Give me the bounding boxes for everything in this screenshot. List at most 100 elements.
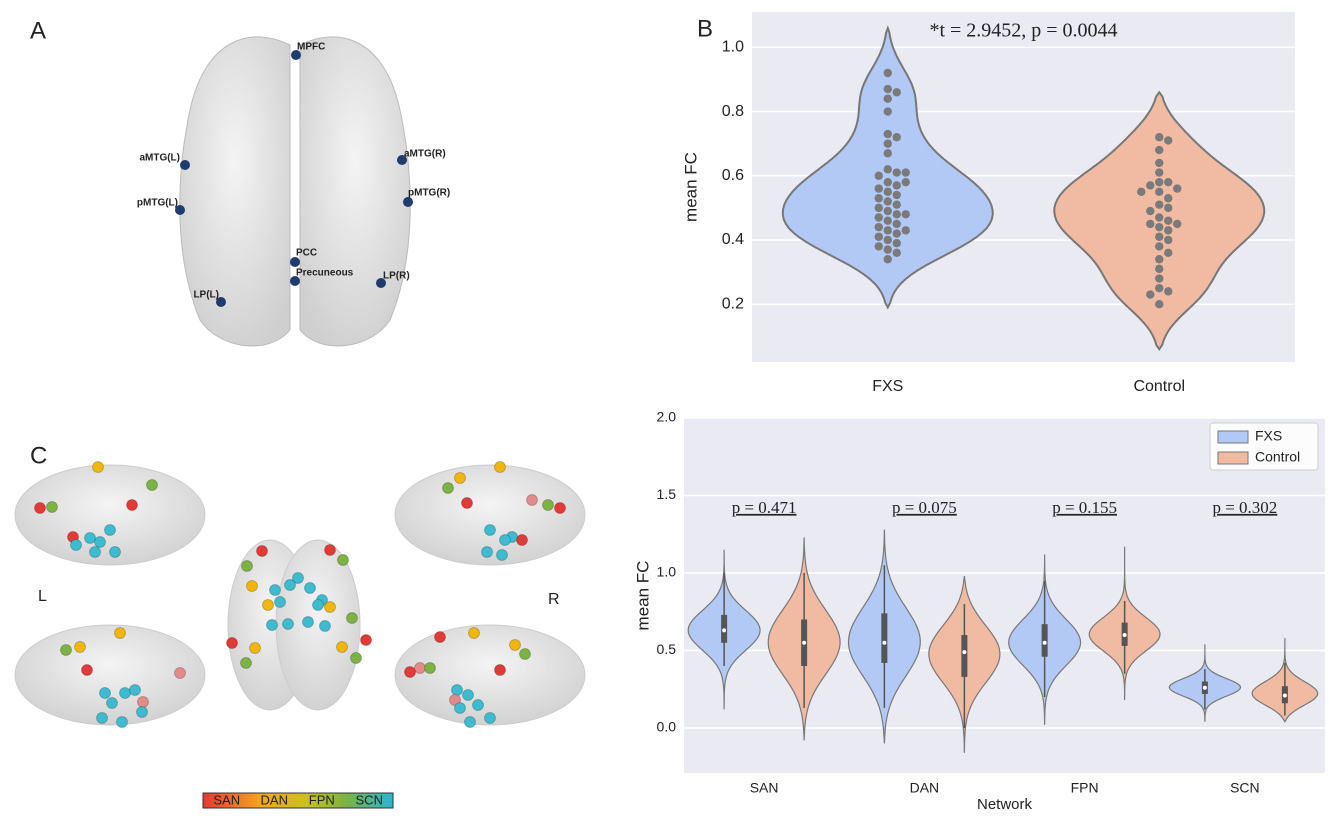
node <box>304 582 316 594</box>
node <box>96 712 108 724</box>
annotation: p = 0.471 <box>732 498 797 517</box>
point <box>1173 184 1182 193</box>
point <box>883 206 892 216</box>
node <box>442 482 454 494</box>
point <box>892 248 901 258</box>
point <box>874 213 883 222</box>
node <box>116 716 128 728</box>
node <box>499 534 511 546</box>
point <box>1155 255 1164 264</box>
plot-area <box>684 418 1325 773</box>
point <box>892 200 901 209</box>
node-label: Precuneous <box>296 268 354 279</box>
annotation: p = 0.302 <box>1212 498 1277 517</box>
annotation: p = 0.155 <box>1052 498 1117 517</box>
node <box>180 160 190 170</box>
node <box>509 639 521 651</box>
node <box>454 472 466 484</box>
x-tick-label: FPN <box>1071 780 1099 796</box>
point <box>874 242 883 251</box>
point <box>892 229 901 238</box>
node <box>449 694 461 706</box>
node <box>346 612 358 624</box>
point <box>1155 232 1164 241</box>
point <box>883 235 892 245</box>
point <box>883 187 892 197</box>
node <box>403 197 413 207</box>
node <box>290 276 300 286</box>
node <box>240 657 252 669</box>
x-axis-label: Network <box>977 796 1033 813</box>
y-tick-label: 1.0 <box>722 39 744 56</box>
point <box>1155 222 1164 232</box>
node <box>360 634 372 646</box>
point <box>1155 213 1164 222</box>
point <box>883 255 892 264</box>
node <box>249 642 261 654</box>
node <box>226 637 238 649</box>
node <box>337 554 349 566</box>
node <box>472 699 484 711</box>
point <box>892 190 901 200</box>
node <box>526 494 538 506</box>
point <box>1164 194 1173 203</box>
node-label: aMTG(R) <box>404 149 446 160</box>
node <box>494 664 506 676</box>
colorbar-label: DAN <box>261 792 288 807</box>
median <box>1282 693 1287 698</box>
node <box>129 684 141 696</box>
node <box>60 644 72 656</box>
y-tick-label: 0.6 <box>722 167 744 184</box>
node <box>291 50 301 60</box>
node <box>70 539 82 551</box>
colorbar <box>202 792 394 809</box>
node <box>137 696 149 708</box>
point <box>1146 290 1155 299</box>
point <box>901 168 910 177</box>
point <box>1155 145 1164 155</box>
side-label: L <box>38 588 47 605</box>
point <box>892 210 901 219</box>
point <box>1164 235 1173 245</box>
point <box>883 149 892 158</box>
point <box>883 107 892 116</box>
node <box>94 536 106 548</box>
node <box>312 599 324 611</box>
node <box>99 687 111 699</box>
point <box>883 177 892 187</box>
node <box>461 497 473 509</box>
brain-view <box>394 624 586 726</box>
annotation: p = 0.075 <box>892 498 957 517</box>
node <box>468 627 480 639</box>
node <box>126 499 138 511</box>
node <box>109 546 121 558</box>
colorbar-label: SCN <box>356 792 383 807</box>
box <box>961 635 968 677</box>
point <box>1155 133 1164 142</box>
node <box>290 257 300 267</box>
point <box>901 177 910 187</box>
point <box>1164 248 1173 258</box>
legend-label: Control <box>1255 449 1300 465</box>
legend-swatch <box>1217 430 1249 444</box>
median <box>1202 685 1207 690</box>
panel-label: C <box>30 442 47 469</box>
node <box>106 697 118 709</box>
legend-swatch <box>1217 451 1249 465</box>
point <box>1164 203 1173 213</box>
node-label: pMTG(R) <box>408 188 450 199</box>
point <box>1155 158 1164 168</box>
annotation: *t = 2.9452, p = 0.0044 <box>929 20 1117 42</box>
node <box>216 297 226 307</box>
median <box>802 640 807 645</box>
point <box>901 226 910 235</box>
point <box>1155 177 1164 187</box>
box <box>1041 624 1048 657</box>
point <box>1155 283 1164 293</box>
node-label: LP(R) <box>383 271 410 282</box>
node <box>246 580 258 592</box>
point <box>901 210 910 219</box>
node <box>74 641 86 653</box>
point <box>874 184 883 193</box>
